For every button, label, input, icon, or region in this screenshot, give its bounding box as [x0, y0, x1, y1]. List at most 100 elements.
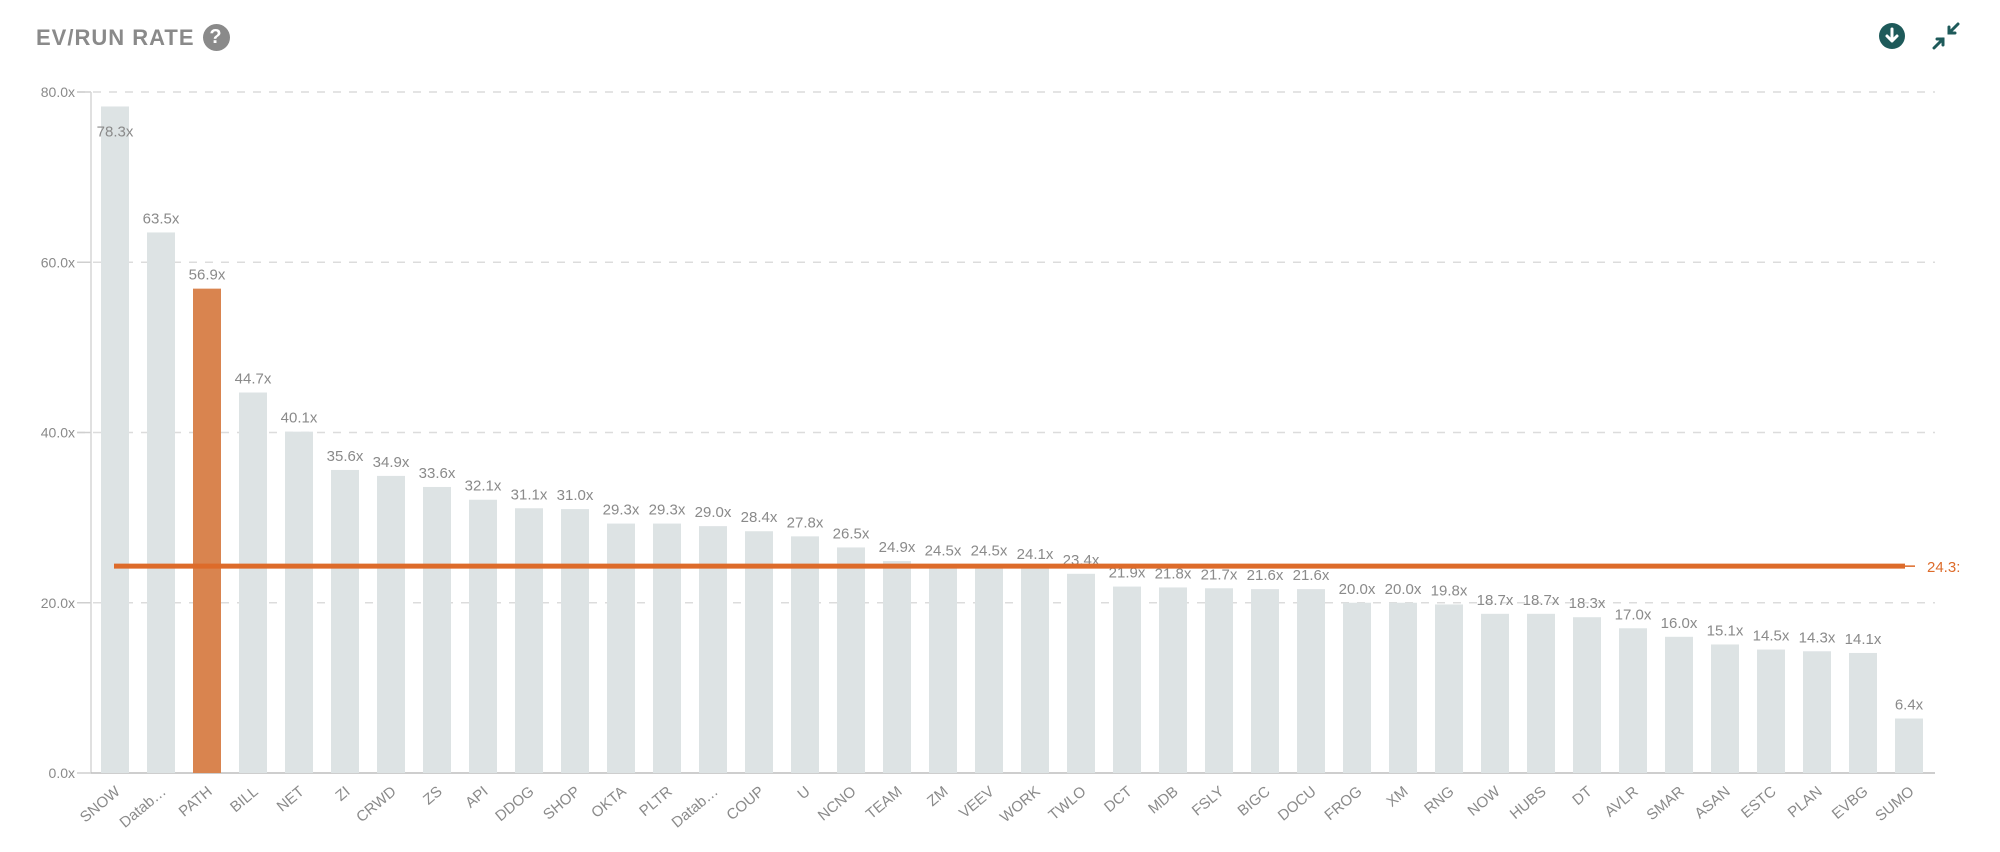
- value-label: 14.3x: [1799, 629, 1836, 646]
- bar-now: [1481, 613, 1509, 773]
- value-label: 17.0x: [1615, 606, 1652, 623]
- bar-pltr: [653, 523, 681, 773]
- x-tick-label: SMAR: [1643, 783, 1687, 824]
- x-tick-label: TWLO: [1045, 783, 1089, 824]
- average-label: 24.3:: [1927, 559, 1960, 576]
- y-tick-label: 60.0x: [41, 254, 75, 270]
- x-tick-label: U: [794, 783, 813, 803]
- x-tick-label: BIGC: [1235, 783, 1274, 820]
- value-label: 18.7x: [1523, 592, 1560, 609]
- value-label: 21.7x: [1201, 566, 1238, 583]
- x-tick-label: ZS: [420, 783, 446, 808]
- value-label: 21.8x: [1155, 565, 1192, 582]
- bar-smar: [1665, 636, 1693, 773]
- value-label: 18.3x: [1569, 595, 1606, 612]
- value-label: 14.5x: [1753, 628, 1790, 645]
- bar-evbg: [1849, 652, 1877, 773]
- bar-estc: [1757, 649, 1785, 773]
- value-label: 35.6x: [327, 448, 364, 465]
- x-tick-label: DOCU: [1275, 783, 1320, 824]
- bar-net: [285, 431, 313, 773]
- bar-u: [791, 536, 819, 773]
- value-label: 15.1x: [1707, 622, 1744, 639]
- value-label: 21.6x: [1247, 567, 1284, 584]
- x-tick-label: PATH: [176, 783, 216, 820]
- value-label: 31.0x: [557, 487, 594, 504]
- value-label: 34.9x: [373, 454, 410, 471]
- value-label: 29.0x: [695, 504, 732, 521]
- bar-ncno: [837, 547, 865, 773]
- bar-dt: [1573, 617, 1601, 773]
- value-label: 29.3x: [649, 502, 686, 519]
- value-label: 56.9x: [189, 267, 226, 284]
- bar-rng: [1435, 604, 1463, 773]
- value-label: 44.7x: [235, 370, 272, 387]
- x-tick-label: NOW: [1465, 783, 1505, 820]
- value-label: 28.4x: [741, 509, 778, 526]
- bar-api: [469, 499, 497, 773]
- bar-coup: [745, 531, 773, 773]
- bar-sumo: [1895, 718, 1923, 773]
- x-tick-label: ZI: [332, 783, 353, 805]
- bar-datab…: [147, 232, 175, 774]
- value-label: 63.5x: [143, 210, 180, 227]
- value-label: 40.1x: [281, 410, 318, 427]
- chart-title-text: EV/RUN RATE: [36, 24, 195, 50]
- x-tick-label: WORK: [997, 783, 1044, 826]
- bar-avlr: [1619, 628, 1647, 773]
- question-circle-icon[interactable]: ?: [202, 24, 230, 51]
- chart-title: EV/RUN RATE ?: [36, 24, 230, 51]
- value-label: 6.4x: [1895, 697, 1924, 714]
- value-label: 16.0x: [1661, 615, 1698, 632]
- download-icon[interactable]: [1878, 22, 1906, 50]
- x-tick-label: ZM: [924, 783, 952, 810]
- value-label: 14.1x: [1845, 631, 1882, 648]
- collapse-icon[interactable]: [1932, 22, 1960, 50]
- bar-bill: [239, 392, 267, 773]
- x-tick-label: HUBS: [1507, 783, 1550, 823]
- x-tick-label: Datab…: [668, 783, 721, 831]
- x-tick-label: API: [462, 783, 491, 812]
- x-tick-label: MDB: [1145, 783, 1181, 817]
- x-tick-label: NCNO: [815, 783, 860, 824]
- value-label: 24.5x: [925, 542, 962, 559]
- x-tick-label: VEEV: [956, 783, 998, 822]
- bar-zi: [331, 469, 359, 773]
- x-tick-label: SHOP: [540, 783, 583, 823]
- x-tick-label: ESTC: [1738, 783, 1780, 822]
- x-tick-label: DT: [1569, 783, 1595, 809]
- x-tick-label: XM: [1383, 783, 1411, 810]
- bar-xm: [1389, 602, 1417, 773]
- x-tick-label: RNG: [1421, 783, 1457, 817]
- bar-bigc: [1251, 589, 1279, 773]
- value-label: 24.1x: [1017, 546, 1054, 563]
- x-tick-label: ASAN: [1691, 783, 1733, 822]
- value-label: 20.0x: [1339, 581, 1376, 598]
- value-label: 21.9x: [1109, 565, 1146, 582]
- value-label: 26.5x: [833, 525, 870, 542]
- x-tick-label: DCT: [1101, 783, 1136, 816]
- value-label: 31.1x: [511, 486, 548, 503]
- value-label: 29.3x: [603, 502, 640, 519]
- x-tick-label: PLTR: [636, 783, 676, 820]
- x-tick-label: NET: [274, 783, 308, 815]
- bar-fsly: [1205, 588, 1233, 773]
- bar-dct: [1113, 586, 1141, 773]
- value-label: 24.9x: [879, 539, 916, 556]
- bar-asan: [1711, 644, 1739, 773]
- value-label: 32.1x: [465, 478, 502, 495]
- x-tick-label: SUMO: [1872, 783, 1917, 825]
- bar-mdb: [1159, 587, 1187, 773]
- x-tick-label: EVBG: [1829, 783, 1872, 823]
- bar-frog: [1343, 602, 1371, 773]
- bar-work: [1021, 567, 1049, 773]
- bar-zs: [423, 486, 451, 773]
- bar-okta: [607, 523, 635, 773]
- bar-team: [883, 561, 911, 773]
- value-label: 24.5x: [971, 542, 1008, 559]
- value-label: 20.0x: [1385, 581, 1422, 598]
- bar-shop: [561, 509, 589, 773]
- y-tick-label: 0.0x: [49, 765, 75, 781]
- x-tick-label: FROG: [1321, 783, 1365, 824]
